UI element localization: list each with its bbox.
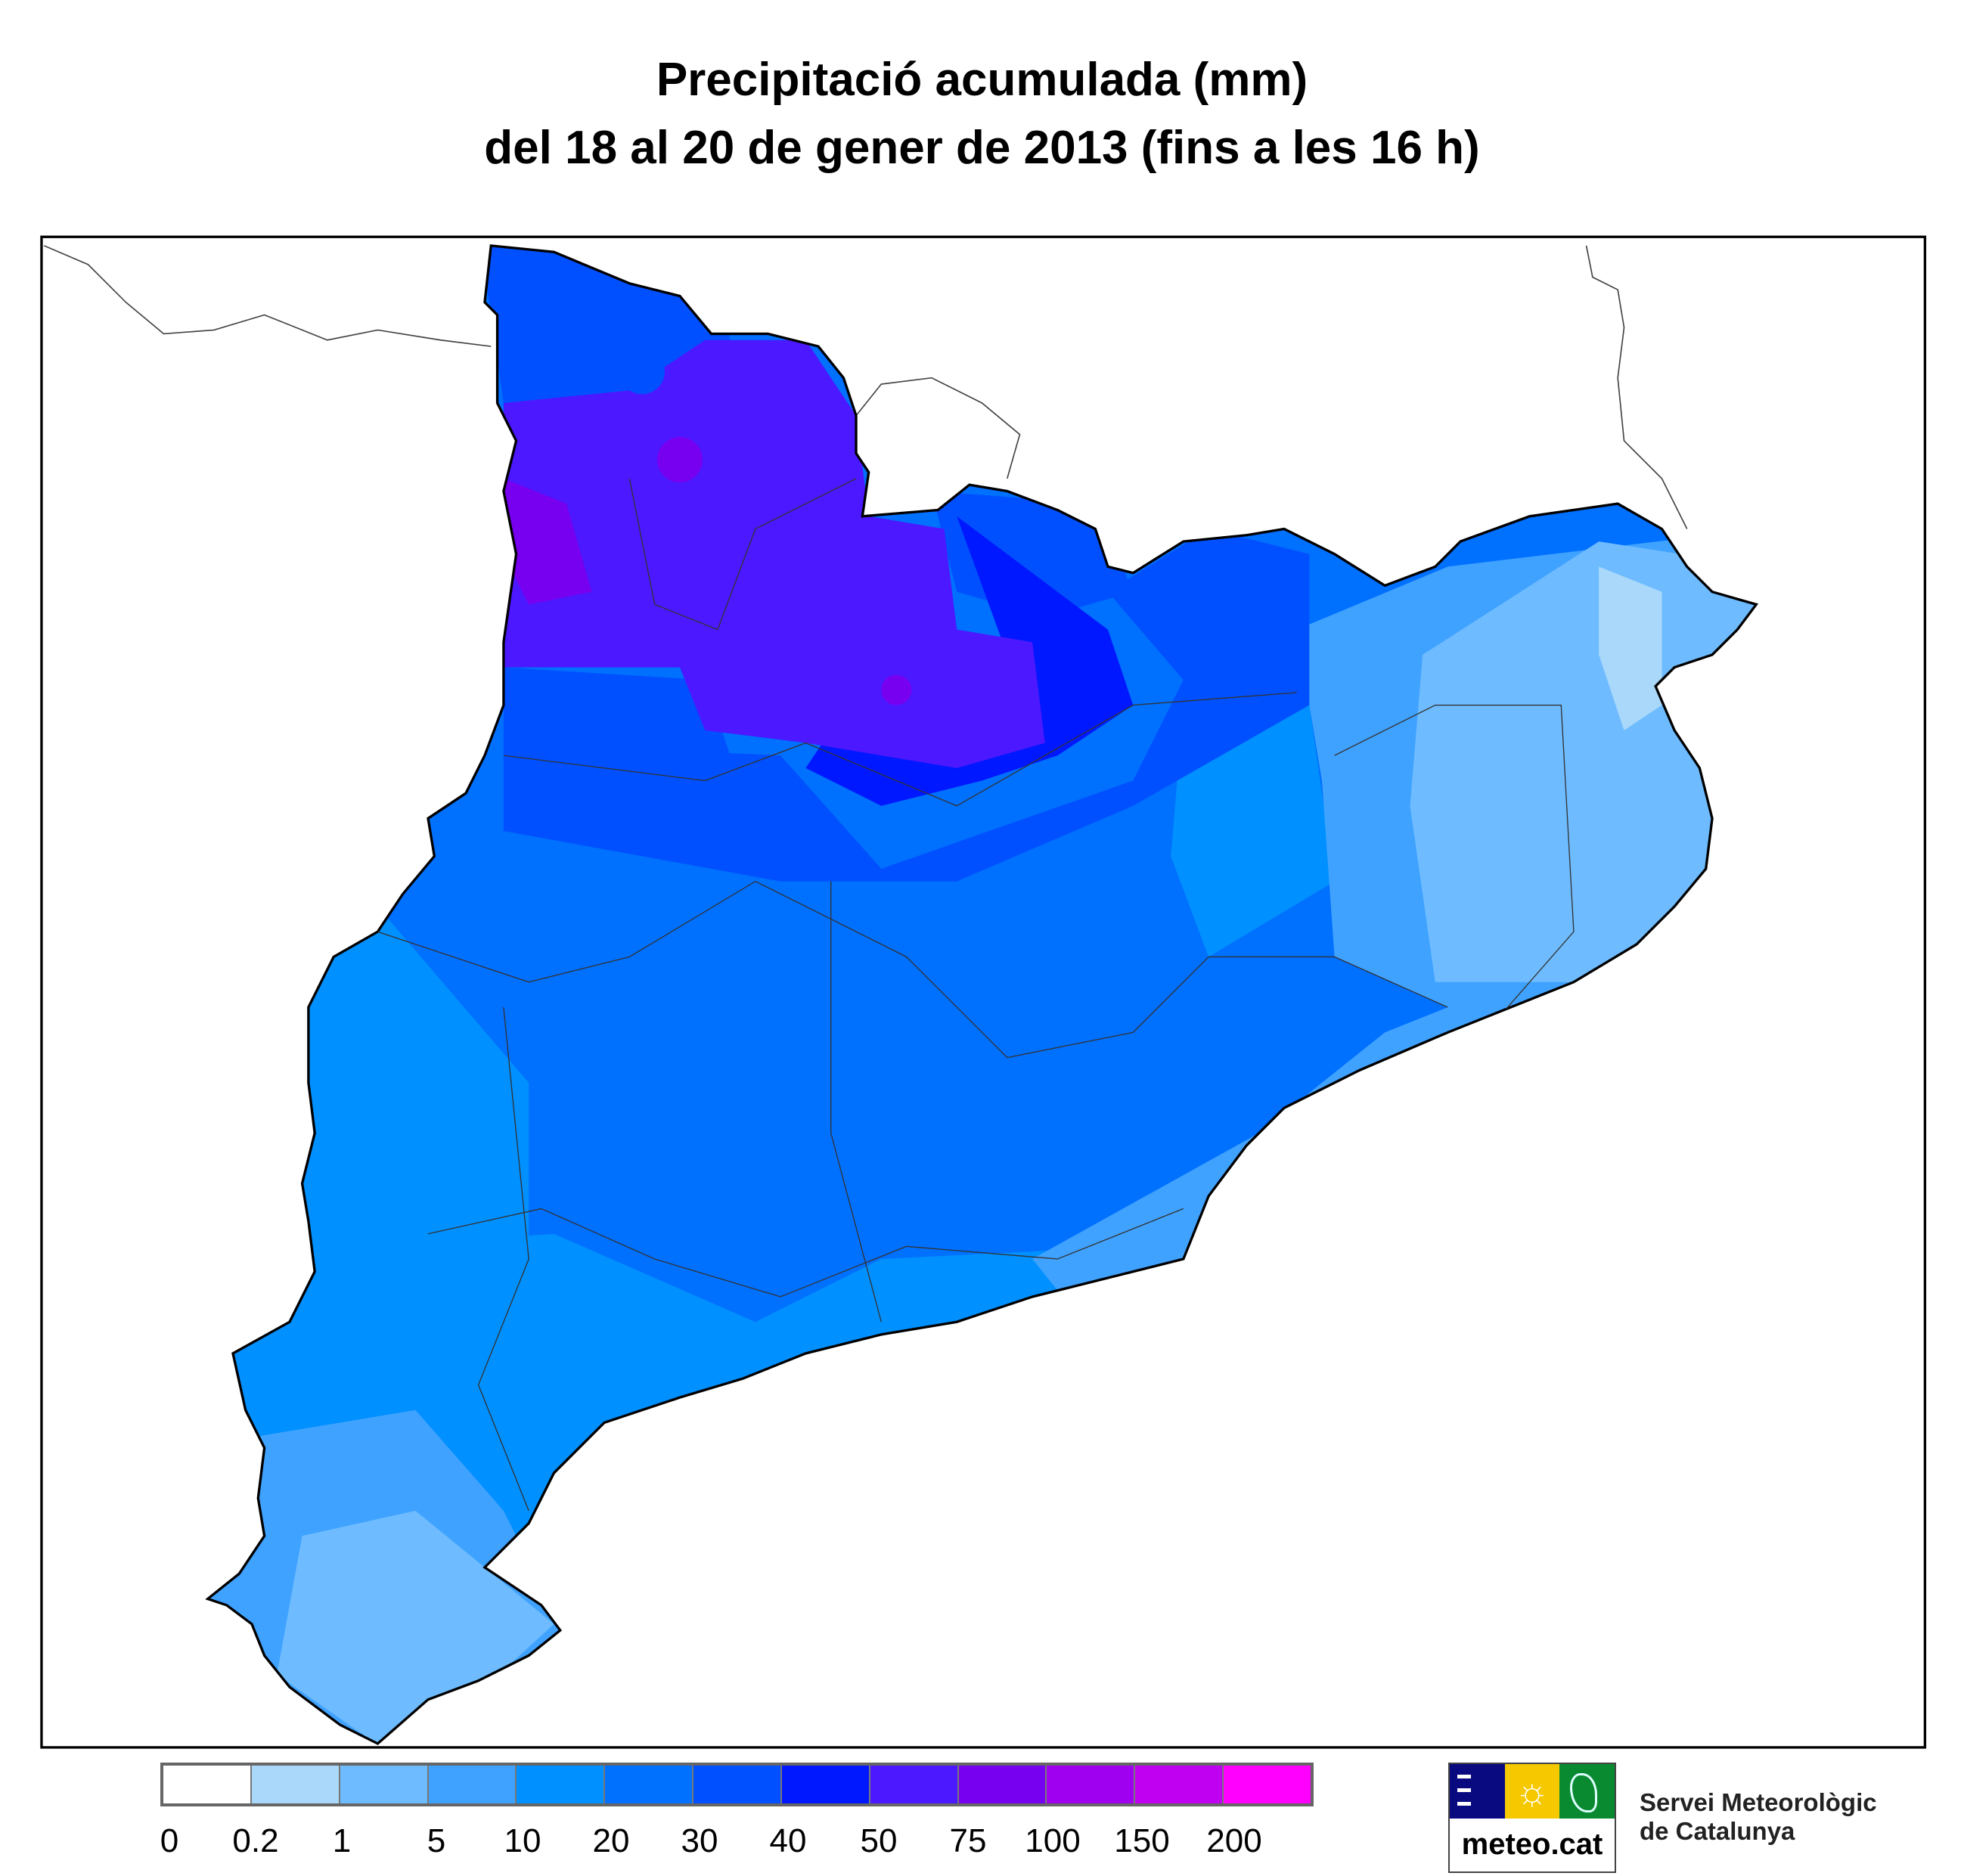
legend-swatch-1 [340, 1766, 429, 1803]
organization-name: Servei Meteorològic de Catalunya [1640, 1788, 1877, 1846]
map-subtitle: del 18 al 20 de gener de 2013 (fins a le… [484, 122, 1480, 174]
legend-swatch-200 [1224, 1766, 1311, 1803]
legend-swatch-100 [1047, 1766, 1136, 1803]
legend-label: 30 [681, 1822, 718, 1859]
legend-swatch-75 [958, 1766, 1047, 1803]
color-legend [160, 1763, 1314, 1806]
legend-label: 5 [427, 1822, 446, 1859]
neighbor-borders [43, 245, 1688, 529]
legend-swatch-0.2 [251, 1766, 340, 1803]
legend-swatch-0 [163, 1766, 252, 1803]
sun-icon: ☼ [1504, 1764, 1560, 1819]
comarca-borders [377, 478, 1575, 1512]
legend-label: 200 [1206, 1822, 1262, 1859]
legend-swatch-20 [605, 1766, 694, 1803]
legend-label: 1 [332, 1822, 352, 1859]
legend-label: 0.2 [232, 1822, 279, 1859]
legend-swatch-10 [517, 1766, 606, 1803]
legend-swatch-40 [781, 1766, 870, 1803]
catalonia-shape-icon [1559, 1764, 1615, 1819]
legend-swatch-50 [870, 1766, 959, 1803]
legend-label: 10 [504, 1822, 541, 1859]
org-line-2: de Catalunya [1640, 1817, 1795, 1845]
logo-text: meteo.cat [1461, 1828, 1603, 1861]
legend-label: 40 [769, 1822, 807, 1859]
legend-swatch-150 [1135, 1766, 1224, 1803]
legend-swatch-5 [428, 1766, 517, 1803]
legend-label: 0 [160, 1822, 179, 1859]
legend-label: 100 [1025, 1822, 1081, 1859]
legend-label: 150 [1114, 1822, 1170, 1859]
map-title: Precipitació acumulada (mm) [656, 54, 1308, 106]
legend-label: 20 [592, 1822, 630, 1859]
meteocat-logo: ☼ meteo.cat [1448, 1763, 1616, 1873]
legend-label: 75 [949, 1822, 987, 1859]
legend-swatch-30 [693, 1766, 782, 1803]
menu-bars-icon [1450, 1764, 1505, 1819]
legend-label: 50 [860, 1822, 898, 1859]
org-line-1: Servei Meteorològic [1640, 1788, 1877, 1816]
